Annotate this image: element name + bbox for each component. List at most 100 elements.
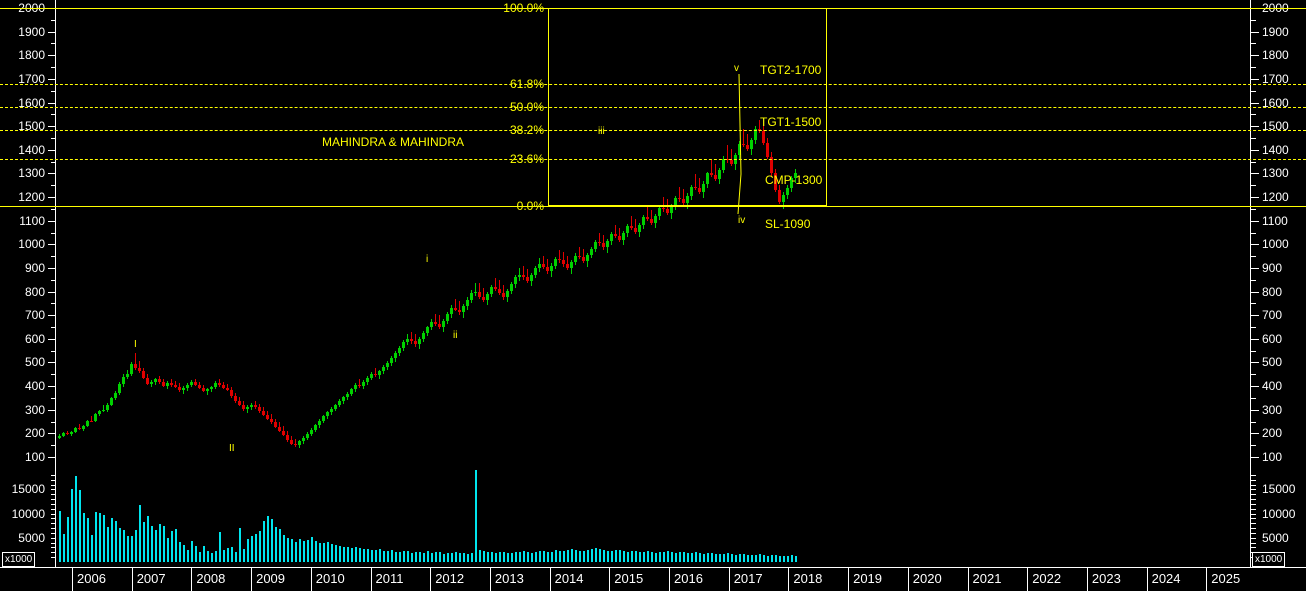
- volume-bar: [162, 525, 165, 562]
- date-axis-year[interactable]: 2007: [131, 567, 192, 591]
- candlestick: [290, 436, 293, 446]
- candle-body: [674, 197, 677, 207]
- volume-bar: [202, 546, 205, 562]
- volume-multiplier-badge-left: x1000: [2, 552, 36, 567]
- candle-body: [366, 377, 369, 382]
- volume-bar: [566, 550, 569, 562]
- candle-body: [190, 381, 193, 385]
- candle-wick: [527, 268, 528, 284]
- candle-body: [346, 393, 349, 398]
- date-axis[interactable]: 2006 2007 2008 2009 2010 2011 2012 2013 2014 2015…: [0, 567, 1306, 591]
- candlestick: [654, 213, 657, 229]
- price-tick-label-left: 1200: [18, 190, 45, 205]
- volume-minor-tick: [1251, 479, 1256, 481]
- date-axis-year[interactable]: 2015: [609, 567, 669, 591]
- fib-level-line[interactable]: [0, 83, 1306, 85]
- volume-minor-tick: [51, 557, 56, 559]
- candlestick: [278, 422, 281, 432]
- candlestick: [126, 369, 129, 380]
- date-axis-year[interactable]: 2021: [967, 567, 1028, 591]
- candlestick: [382, 365, 385, 374]
- candlestick: [362, 380, 365, 389]
- wave-v-projection-line[interactable]: [737, 73, 742, 215]
- date-axis-year[interactable]: 2024: [1146, 567, 1207, 591]
- candle-wick: [455, 299, 456, 312]
- candlestick: [650, 209, 653, 225]
- volume-bar: [410, 552, 413, 562]
- price-tick-label-left: 700: [24, 308, 45, 323]
- candlestick: [106, 402, 109, 412]
- candlestick: [466, 297, 469, 310]
- price-tick-left: [48, 291, 56, 293]
- candlestick: [258, 403, 261, 413]
- volume-bar: [790, 555, 793, 562]
- candlestick: [590, 246, 593, 259]
- date-axis-year[interactable]: 2013: [489, 567, 550, 591]
- date-axis-year[interactable]: 2010: [310, 567, 371, 591]
- date-axis-year[interactable]: 2011: [370, 567, 431, 591]
- candle-body: [314, 425, 317, 430]
- volume-bar: [746, 554, 749, 562]
- price-minor-tick: [51, 232, 56, 234]
- candle-body: [562, 260, 565, 265]
- date-axis-year[interactable]: 2014: [549, 567, 610, 591]
- fib-level-line[interactable]: [0, 107, 1306, 108]
- date-axis-year[interactable]: 2008: [191, 567, 251, 591]
- fibonacci-box[interactable]: [548, 8, 827, 206]
- volume-bar: [530, 552, 533, 562]
- candlestick: [658, 205, 661, 220]
- volume-bar: [406, 551, 409, 562]
- candle-wick: [67, 430, 68, 436]
- date-axis-year[interactable]: 2006: [72, 567, 132, 591]
- volume-bar: [194, 545, 197, 562]
- candle-body: [330, 408, 333, 413]
- date-axis-year[interactable]: 2016: [669, 567, 729, 591]
- volume-tick-label-right: 15000: [1262, 482, 1296, 497]
- candle-body: [218, 382, 221, 386]
- date-axis-year[interactable]: 2012: [430, 567, 490, 591]
- candlestick: [294, 439, 297, 447]
- candle-body: [490, 287, 493, 294]
- candle-body: [254, 404, 257, 408]
- volume-bar: [426, 551, 429, 562]
- candle-body: [362, 381, 365, 387]
- volume-bar: [258, 531, 261, 562]
- price-minor-tick: [51, 19, 56, 21]
- fib-level-line[interactable]: [0, 130, 1306, 132]
- candlestick: [614, 225, 617, 239]
- date-axis-year[interactable]: 2025: [1206, 567, 1266, 591]
- candlestick: [526, 268, 529, 284]
- volume-minor-tick: [1251, 484, 1256, 486]
- volume-bar: [78, 490, 81, 562]
- price-minor-tick: [51, 350, 56, 352]
- volume-bar: [178, 541, 181, 562]
- candle-wick: [415, 334, 416, 347]
- tgt2-label: TGT2-1700: [760, 63, 822, 77]
- volume-bar: [782, 556, 785, 562]
- date-axis-year[interactable]: 2017: [728, 567, 789, 591]
- price-tick-label-right: 1800: [1262, 48, 1289, 63]
- candle-body: [138, 367, 141, 372]
- candlestick: [454, 299, 457, 312]
- volume-bar: [174, 528, 177, 562]
- date-axis-year[interactable]: 2018: [788, 567, 848, 591]
- candlestick: [410, 331, 413, 344]
- date-axis-year[interactable]: 2019: [848, 567, 908, 591]
- date-axis-year[interactable]: 2009: [251, 567, 311, 591]
- date-axis-year[interactable]: 2020: [907, 567, 968, 591]
- volume-bar: [98, 512, 101, 562]
- volume-bar: [502, 552, 505, 562]
- fib-level-line[interactable]: [0, 206, 1306, 207]
- volume-bar: [622, 551, 625, 562]
- fib-level-line[interactable]: [0, 159, 1306, 161]
- candle-wick: [439, 315, 440, 330]
- date-axis-year[interactable]: 2023: [1086, 567, 1147, 591]
- date-axis-year[interactable]: 2022: [1027, 567, 1087, 591]
- price-minor-tick: [1251, 303, 1256, 305]
- candlestick: [350, 387, 353, 397]
- candle-body: [130, 364, 133, 374]
- volume-bar: [354, 546, 357, 562]
- candlestick: [530, 272, 533, 287]
- candle-body: [402, 341, 405, 348]
